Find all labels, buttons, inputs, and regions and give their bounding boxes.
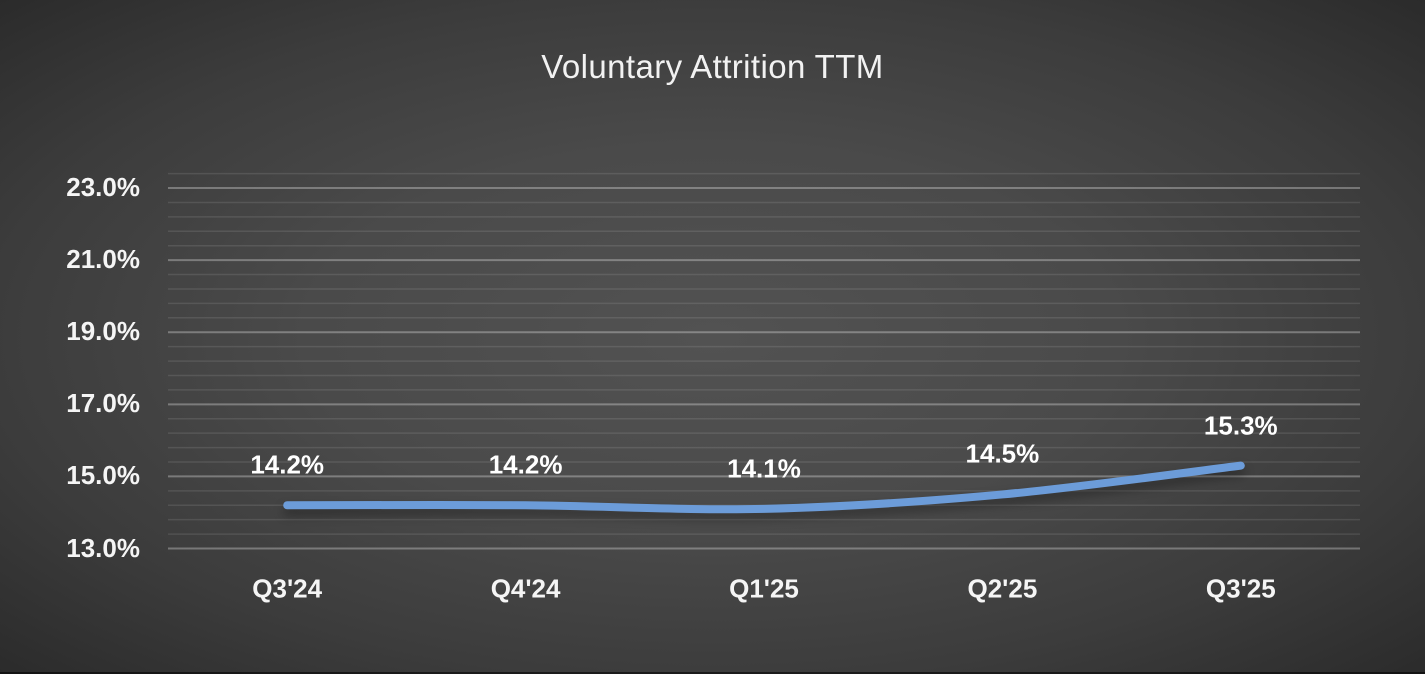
y-tick-label: 19.0% (66, 316, 140, 347)
y-tick-label: 13.0% (66, 532, 140, 563)
data-label: 14.2% (250, 449, 325, 480)
x-tick-label: Q4'24 (490, 573, 561, 604)
data-label: 14.5% (965, 438, 1040, 469)
data-label: 14.2% (488, 449, 563, 480)
chart-title: Voluntary Attrition TTM (541, 48, 884, 85)
y-tick-label: 21.0% (66, 244, 140, 275)
data-label: 14.1% (727, 453, 801, 484)
y-tick-label: 23.0% (66, 171, 140, 202)
y-tick-label: 15.0% (66, 460, 140, 491)
x-tick-label: Q3'24 (252, 573, 323, 604)
series-line (283, 461, 1245, 514)
data-label: 15.3% (1203, 410, 1278, 441)
x-tick-label: Q2'25 (967, 573, 1038, 604)
x-tick-label: Q1'25 (729, 573, 799, 604)
x-tick-label: Q3'25 (1205, 573, 1276, 604)
y-tick-label: 17.0% (66, 388, 140, 419)
